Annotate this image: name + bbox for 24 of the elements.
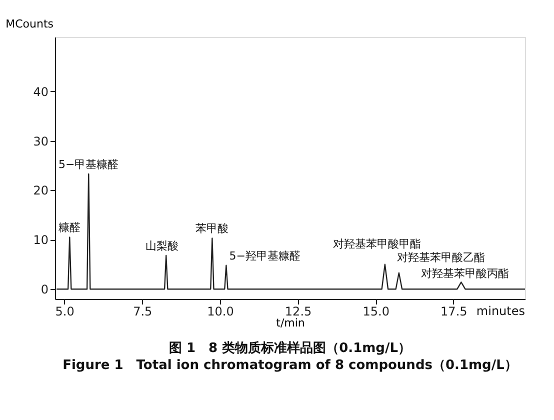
x-tick-label: 7.5: [133, 304, 152, 318]
x-tick-label: 10.0: [207, 304, 234, 318]
x-axis-title: t/min: [276, 316, 305, 330]
text: 图 1 8 类物质标准样品图（0.1mg/L）: [168, 340, 412, 356]
annotation: 5−羟甲基糠醛: [229, 249, 300, 262]
x-tick-label: 17.5: [440, 304, 468, 318]
annotation: 苯甲酸: [196, 222, 229, 236]
text: Figure 1 Total ion chromatogram of 8 compounds（0.1mg/L）: [62, 358, 518, 373]
y-tick-label: 10: [33, 233, 48, 248]
text: minutes: [476, 304, 525, 318]
y-tick-label: 30: [33, 134, 48, 148]
annotation: 对羟基苯甲酸乙酯: [396, 250, 485, 264]
annotation: 山梨酸: [146, 240, 179, 252]
annotation: 对羟基苯甲酸甲酯: [332, 237, 421, 250]
y-tick-label: 40: [33, 84, 48, 99]
x-tick-label: 15.0: [362, 304, 390, 318]
y-tick-label: 0: [40, 282, 48, 297]
y-axis-title: MCounts: [6, 18, 54, 30]
x-tick-label: 5.0: [55, 304, 74, 318]
y-tick-label: 20: [33, 184, 48, 198]
annotation: 对羟基苯甲酸丙酯: [421, 267, 510, 280]
annotation: 糠醛: [58, 221, 81, 234]
annotation: 5−甲基糠醛: [58, 158, 119, 171]
x-tick-label: 12.5: [284, 304, 312, 318]
